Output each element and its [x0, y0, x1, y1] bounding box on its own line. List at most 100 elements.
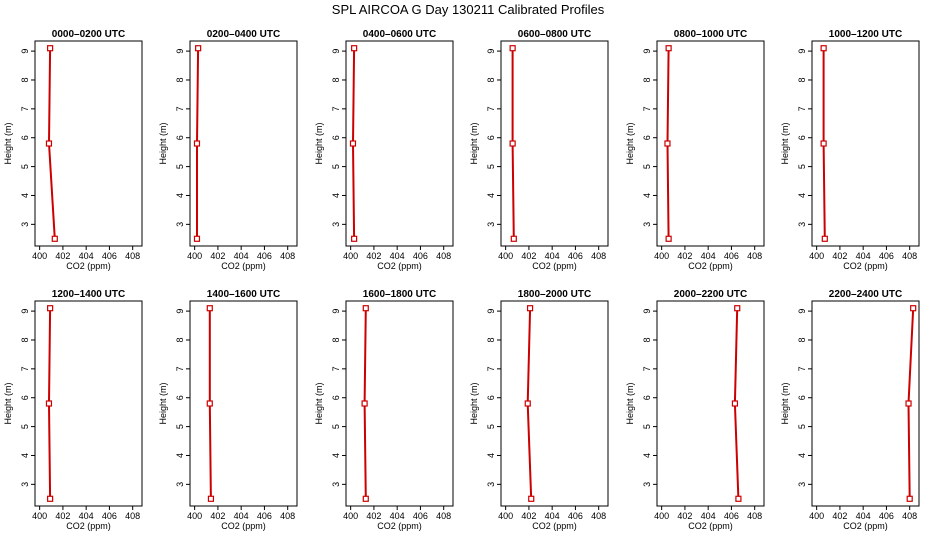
- x-axis-label: CO2 (ppm): [688, 521, 733, 531]
- x-tick-label: 406: [724, 251, 739, 261]
- x-axis-label: CO2 (ppm): [377, 521, 422, 531]
- x-tick-label: 400: [32, 511, 47, 521]
- y-tick-label: 8: [642, 77, 652, 82]
- y-tick-label: 9: [642, 49, 652, 54]
- y-tick-label: 7: [486, 106, 496, 111]
- y-tick-label: 8: [642, 337, 652, 342]
- x-axis-label: CO2 (ppm): [843, 521, 888, 531]
- profile-point: [820, 140, 827, 147]
- y-tick-label: 6: [486, 395, 496, 400]
- y-tick-label: 4: [331, 193, 341, 198]
- profile-panel: 1200–1400 UTC 400 402 404 406 408 3 4 5 6 7 8 9 CO2 (…: [3, 289, 143, 531]
- y-tick-label: 8: [175, 77, 185, 82]
- profile-point: [524, 400, 531, 407]
- x-tick-label: 406: [568, 251, 583, 261]
- profile-point: [51, 235, 58, 242]
- x-tick-label: 404: [390, 511, 405, 521]
- x-tick-label: 402: [832, 511, 847, 521]
- x-tick-label: 402: [677, 251, 692, 261]
- y-tick-label: 9: [486, 309, 496, 314]
- profile-point: [362, 305, 369, 312]
- profile-point: [362, 495, 369, 502]
- y-tick-label: 9: [642, 309, 652, 314]
- panel-title: 1200–1400 UTC: [52, 289, 125, 300]
- x-axis-label: CO2 (ppm): [221, 261, 266, 271]
- y-tick-label: 4: [486, 453, 496, 458]
- profile-panel: 2000–2200 UTC 400 402 404 406 408 3 4 5 6 7 8 9 CO2 (…: [625, 289, 765, 531]
- profile-point: [47, 45, 54, 52]
- y-tick-label: 5: [175, 164, 185, 169]
- x-tick-label: 402: [677, 511, 692, 521]
- x-tick-label: 400: [498, 251, 513, 261]
- y-tick-label: 7: [175, 366, 185, 371]
- y-tick-label: 4: [642, 453, 652, 458]
- profile-point: [509, 140, 516, 147]
- x-tick-label: 400: [343, 251, 358, 261]
- x-tick-label: 400: [809, 251, 824, 261]
- profile-point: [734, 305, 741, 312]
- profile-point: [351, 235, 358, 242]
- y-tick-label: 8: [797, 337, 807, 342]
- panel-title: 0000–0200 UTC: [52, 29, 125, 40]
- x-tick-label: 404: [390, 251, 405, 261]
- profile-point: [351, 45, 358, 52]
- panel-title: 0400–0600 UTC: [363, 29, 436, 40]
- y-tick-label: 9: [20, 49, 30, 54]
- y-axis-label: Height (m): [158, 382, 168, 424]
- y-tick-label: 4: [20, 453, 30, 458]
- y-axis-label: Height (m): [625, 382, 635, 424]
- y-tick-label: 7: [20, 366, 30, 371]
- y-tick-label: 5: [642, 424, 652, 429]
- profile-panel: 0600–0800 UTC 400 402 404 406 408 3 4 5 6 7 8 9 CO2 (…: [469, 29, 609, 271]
- y-tick-label: 3: [20, 222, 30, 227]
- x-tick-label: 402: [832, 251, 847, 261]
- figure-title: SPL AIRCOA G Day 130211 Calibrated Profi…: [332, 2, 605, 17]
- y-tick-label: 7: [331, 366, 341, 371]
- x-tick-label: 402: [521, 511, 536, 521]
- x-tick-label: 400: [498, 511, 513, 521]
- y-tick-label: 7: [175, 106, 185, 111]
- profile-point: [45, 400, 53, 407]
- profile-point: [665, 235, 672, 242]
- y-tick-label: 8: [486, 337, 496, 342]
- x-tick-label: 402: [55, 511, 70, 521]
- panel-title: 1600–1800 UTC: [363, 289, 436, 300]
- profile-point: [510, 235, 517, 242]
- plot-frame: [189, 300, 298, 507]
- x-tick-label: 402: [521, 251, 536, 261]
- y-tick-label: 5: [20, 164, 30, 169]
- y-axis-label: Height (m): [3, 382, 13, 424]
- y-tick-label: 3: [642, 222, 652, 227]
- y-tick-label: 8: [20, 77, 30, 82]
- plot-frame: [34, 40, 143, 247]
- x-tick-label: 406: [724, 511, 739, 521]
- x-tick-label: 404: [545, 251, 560, 261]
- y-axis-label: Height (m): [780, 122, 790, 164]
- panel-title: 0600–0800 UTC: [518, 29, 591, 40]
- y-tick-label: 4: [797, 193, 807, 198]
- y-tick-label: 8: [797, 77, 807, 82]
- x-tick-label: 406: [413, 511, 428, 521]
- y-tick-label: 5: [486, 424, 496, 429]
- y-tick-label: 5: [331, 424, 341, 429]
- profile-point: [206, 305, 213, 312]
- x-tick-label: 406: [102, 251, 117, 261]
- x-tick-label: 404: [79, 511, 94, 521]
- y-tick-label: 6: [20, 135, 30, 140]
- profile-point: [664, 140, 671, 147]
- y-axis-label: Height (m): [469, 382, 479, 424]
- y-axis-label: Height (m): [314, 382, 324, 424]
- x-axis-label: CO2 (ppm): [66, 521, 111, 531]
- x-tick-label: 404: [856, 511, 871, 521]
- y-tick-label: 7: [331, 106, 341, 111]
- y-tick-label: 6: [797, 135, 807, 140]
- x-tick-label: 408: [902, 511, 917, 521]
- y-tick-label: 9: [486, 49, 496, 54]
- x-tick-label: 406: [413, 251, 428, 261]
- x-tick-label: 408: [747, 511, 762, 521]
- x-tick-label: 408: [125, 251, 140, 261]
- panel-title: 2000–2200 UTC: [674, 289, 747, 300]
- x-tick-label: 400: [809, 511, 824, 521]
- x-tick-label: 408: [591, 251, 606, 261]
- y-tick-label: 3: [642, 482, 652, 487]
